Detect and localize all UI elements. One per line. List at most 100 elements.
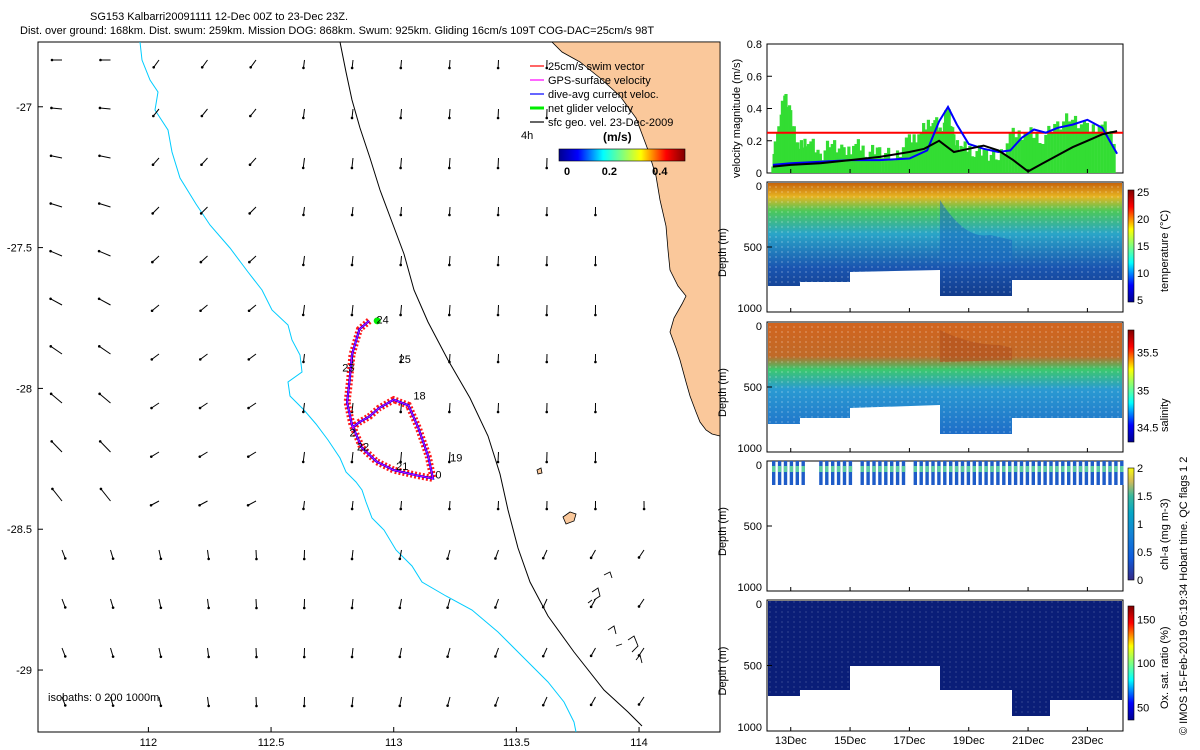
- chla-profile: [1055, 461, 1059, 485]
- net-velocity-bar: [907, 134, 911, 173]
- chla-max: [1013, 466, 1018, 472]
- sfc-velocity-arrowhead: [448, 116, 451, 120]
- map-x-tick-label: 113: [385, 737, 403, 749]
- chla-profile: [960, 461, 965, 485]
- sfc-velocity-arrowhead: [446, 557, 449, 560]
- sfc-velocity-arrowhead: [594, 507, 597, 511]
- sfc-velocity-arrowhead: [350, 66, 354, 70]
- chla-profile: [1037, 461, 1041, 485]
- sfc-velocity-arrowhead: [207, 655, 210, 659]
- legend-label: sfc geo. vel. 23-Dec-2009: [548, 117, 673, 129]
- day-label: 0: [435, 470, 441, 482]
- sfc-velocity-arrow: [448, 206, 451, 216]
- sfc-velocity-arrow: [250, 59, 257, 68]
- net-velocity-bar: [955, 140, 960, 173]
- chla-max: [913, 466, 917, 472]
- sfc-velocity-arrow: [50, 155, 63, 159]
- sfc-velocity-arrowhead: [399, 263, 402, 267]
- chla-max: [996, 466, 1000, 472]
- sfc-velocity-arrowhead: [302, 410, 305, 414]
- chla-profile: [1102, 461, 1106, 485]
- colorbar-tick-label: 0.4: [652, 166, 668, 178]
- net-velocity-bar: [952, 134, 956, 173]
- colorbar-tick-label: 10: [1137, 268, 1149, 280]
- map-y-tick-label: -27: [16, 102, 32, 114]
- sfc-velocity-arrowhead: [199, 212, 203, 215]
- net-velocity-bar: [866, 158, 870, 173]
- net-velocity-bar: [973, 156, 977, 173]
- chla-max: [954, 466, 959, 472]
- chla-profile: [1013, 461, 1018, 485]
- chla-max: [1008, 466, 1012, 472]
- chla-field: [772, 461, 1124, 485]
- sfc-velocity-arrowhead: [496, 360, 500, 364]
- sfc-velocity-arrowhead: [200, 114, 204, 118]
- net-velocity-bar: [1100, 124, 1104, 173]
- sfc-velocity-arrowhead: [545, 66, 549, 70]
- sfc-velocity-arrow: [50, 345, 63, 355]
- chla-max: [831, 466, 835, 472]
- net-velocity-bar: [884, 153, 888, 173]
- sfc-velocity-arrow: [448, 402, 451, 413]
- sfc-velocity-arrow: [99, 393, 111, 404]
- sfc-velocity-arrowhead: [448, 166, 451, 170]
- sfc-velocity-arrow: [249, 108, 257, 117]
- depth-tick-label: 500: [744, 521, 762, 533]
- day-labels: 24 25 23 18 222 19 21 0: [342, 315, 462, 482]
- colorbar-tick-label: 50: [1137, 702, 1149, 714]
- oxygen-panel: [766, 599, 1124, 732]
- net-velocity-bar: [1062, 121, 1066, 173]
- sfc-velocity-arrow: [207, 647, 210, 657]
- net-velocity-bar: [1109, 131, 1113, 173]
- sfc-velocity-arrow: [448, 451, 451, 463]
- sfc-velocity-arrowhead: [149, 503, 153, 507]
- sfc-velocity-arrow: [50, 203, 63, 208]
- net-velocity-bar: [989, 154, 993, 173]
- chla-profile: [860, 461, 864, 485]
- chla-colorbar: [1127, 467, 1135, 581]
- sfc-velocity-arrow: [249, 157, 257, 166]
- time-tick-label: 17Dec: [894, 735, 926, 747]
- net-velocity-bar: [1076, 128, 1081, 173]
- net-velocity-bar: [830, 143, 834, 173]
- sfc-velocity-arrowhead: [302, 213, 305, 217]
- chla-max: [943, 466, 947, 472]
- chla-profile: [978, 461, 982, 485]
- sfc-velocity-arrowhead: [399, 410, 402, 414]
- sfc-velocity-arrowhead: [446, 655, 449, 658]
- net-velocity-bar: [914, 142, 919, 173]
- chla-max: [1102, 466, 1106, 472]
- sfc-velocity-arrowhead: [398, 557, 402, 561]
- surface-geostrophic-velocity-field: [49, 58, 646, 708]
- net-velocity-bar: [901, 147, 906, 173]
- chla-max: [878, 466, 882, 472]
- sfc-velocity-arrowhead: [50, 106, 53, 110]
- net-velocity-bar: [1082, 120, 1087, 173]
- net-velocity-bar: [792, 126, 796, 173]
- sfc-velocity-arrowhead: [545, 360, 549, 364]
- sfc-velocity-arrow: [248, 451, 257, 458]
- sfc-velocity-arrow: [400, 402, 402, 413]
- figure-subtitle: Dist. over ground: 168km. Dist. swum: 25…: [20, 25, 655, 37]
- speed-colorbar-ticks: 0 0.2 0.4: [564, 166, 668, 178]
- sfc-velocity-arrow: [542, 598, 548, 608]
- sfc-velocity-arrowhead: [589, 703, 593, 707]
- sfc-velocity-arrow: [302, 500, 305, 509]
- chla-max: [990, 466, 994, 472]
- map-x-tick-label: 112.5: [258, 737, 285, 749]
- sfc-velocity-arrow: [400, 206, 402, 216]
- sfc-velocity-arrow: [152, 157, 160, 166]
- sfc-velocity-arrow: [590, 549, 596, 559]
- sfc-velocity-arrow: [351, 304, 354, 315]
- sfc-velocity-arrowhead: [151, 260, 154, 264]
- sfc-velocity-arrow: [302, 353, 305, 362]
- map-y-axis: -27 -27.5 -28 -28.5 -29: [7, 102, 43, 677]
- sfc-velocity-arrowhead: [50, 440, 53, 443]
- sfc-velocity-arrowhead: [448, 460, 451, 464]
- isobath-1000m: [339, 41, 643, 727]
- net-velocity-bar: [975, 151, 979, 173]
- chla-max: [1090, 466, 1094, 472]
- sfc-velocity-arrowhead: [199, 260, 203, 264]
- colorbar-tick-label: 100: [1137, 658, 1155, 670]
- sfc-velocity-arrowhead: [98, 440, 102, 443]
